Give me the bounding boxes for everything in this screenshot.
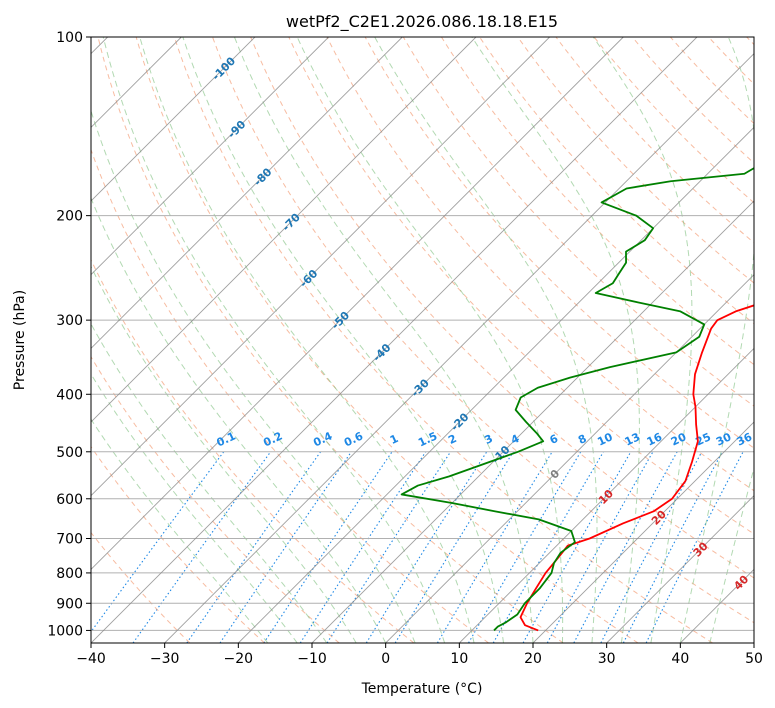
- isotherms: [91, 37, 754, 643]
- plot-area: 0.1 0.2 0.4 0.6 1 1.5 2 3 4 6 8 10 13 16 20 25 30 36-100-…: [91, 37, 755, 643]
- y-tick-label: 100: [56, 30, 83, 46]
- x-tick-label: −10: [297, 651, 327, 667]
- y-tick-label: 200: [56, 209, 83, 225]
- x-tick-label: −20: [224, 651, 254, 667]
- x-tick-label: 10: [450, 651, 468, 667]
- moist-adiabat: [91, 109, 416, 643]
- isotherm-line: [91, 37, 329, 276]
- moist-adiabat: [182, 37, 505, 643]
- y-tick-label: 800: [56, 566, 83, 582]
- x-axis: −40 −30 −20 −10 0 10 20 30 40 50: [76, 643, 763, 667]
- mixing-ratio-line: [522, 451, 632, 643]
- mixing-ratio-label: 25: [694, 430, 713, 448]
- y-tick-label: 400: [56, 387, 83, 403]
- y-tick-label: 500: [56, 445, 83, 461]
- moist-adiabat: [709, 466, 754, 643]
- mixing-ratio-label: 20: [669, 430, 689, 448]
- isotherm-line: [385, 274, 754, 643]
- isotherm-line: [459, 347, 754, 643]
- y-tick-label: 1000: [47, 623, 83, 639]
- mixing-ratio-line: [219, 451, 352, 643]
- x-tick-label: 30: [598, 651, 616, 667]
- dry-adiabat: [91, 531, 191, 643]
- mixing-ratio-label: 30: [714, 430, 734, 448]
- moist-adiabat: [102, 37, 446, 643]
- mixing-ratio-line: [91, 451, 225, 633]
- moist-adiabat: [139, 37, 475, 643]
- mixing-ratio-line: [299, 451, 427, 643]
- x-tick-label: 20: [524, 651, 542, 667]
- dry-adiabat: [91, 355, 340, 643]
- dry-adiabat: [97, 37, 564, 643]
- mixing-ratio-label: 36: [735, 430, 755, 448]
- moist-adiabat: [296, 37, 564, 643]
- dry-adiabat: [441, 37, 754, 366]
- mixing-ratio-line: [546, 451, 654, 643]
- moist-adiabat: [91, 265, 357, 643]
- moist-adiabat: [91, 196, 387, 643]
- dry-adiabat: [250, 37, 754, 579]
- y-tick-label: 300: [56, 313, 83, 329]
- dewpoint-profile-line: [400, 167, 754, 632]
- mixing-ratio-label: 10: [595, 430, 615, 448]
- isotherm-line: [311, 200, 754, 643]
- y-axis: 1000 900 800 700 600 500 400 300 200 100: [47, 30, 91, 639]
- dry-adiabat: [91, 148, 489, 643]
- moist-adiabat: [91, 418, 269, 643]
- x-tick-label: −40: [76, 651, 106, 667]
- isotherm-line: [91, 37, 477, 423]
- moist-adiabat: [679, 37, 754, 643]
- mixing-ratio-line: [436, 451, 553, 643]
- moist-adiabats: [91, 37, 754, 643]
- y-tick-label: 900: [56, 596, 83, 612]
- dry-adiabat: [91, 445, 265, 643]
- mixing-ratio-line: [326, 451, 452, 643]
- mixing-ratio-line: [645, 451, 744, 643]
- dry-adiabat: [135, 37, 639, 643]
- moist-adiabat: [471, 37, 640, 643]
- mixing-ratio-line: [132, 451, 272, 643]
- x-tick-label: 50: [745, 651, 763, 667]
- mixing-ratio-line: [263, 451, 393, 643]
- x-tick-label: 0: [381, 651, 390, 667]
- mixing-ratio-line: [186, 451, 322, 643]
- mixing-ratio-label: 16: [645, 430, 665, 448]
- y-tick-label: 600: [56, 492, 83, 508]
- isotherm-line: [532, 421, 754, 643]
- moist-adiabat: [592, 37, 693, 643]
- mixing-ratio-lines: [91, 451, 744, 643]
- dry-adiabat: [402, 37, 754, 407]
- x-axis-label: Temperature (°C): [361, 681, 483, 697]
- isotherm-line: [91, 37, 624, 570]
- moist-adiabat: [374, 37, 598, 643]
- mixing-ratio-line: [365, 451, 488, 643]
- dry-adiabat: [517, 37, 754, 284]
- isotherm-line: [238, 126, 754, 643]
- mixing-ratio-line: [600, 451, 703, 643]
- isotherm-line: [91, 37, 550, 497]
- y-axis-label: Pressure (hPa): [12, 290, 28, 390]
- x-tick-label: 40: [671, 651, 689, 667]
- isotherm-line: [91, 37, 403, 349]
- moist-adiabat: [233, 37, 534, 643]
- moist-adiabat: [91, 322, 328, 643]
- y-tick-label: 700: [56, 532, 83, 548]
- mixing-ratio-label: 13: [623, 430, 642, 448]
- isotherm-line: [91, 37, 698, 643]
- plot-frame: [90, 36, 755, 644]
- isotherm-line: [164, 53, 754, 643]
- isotherm-line: [91, 37, 256, 202]
- dry-adiabat: [173, 37, 713, 643]
- isotherm-line: [606, 495, 754, 643]
- profile-series: [400, 167, 754, 632]
- chart-title: wetPf2_C2E1.2026.086.18.18.E15: [286, 12, 558, 32]
- dry-adiabat: [212, 37, 754, 624]
- moist-adiabat: [91, 373, 298, 643]
- mixing-ratio-line: [573, 451, 678, 643]
- x-tick-label: −30: [150, 651, 180, 667]
